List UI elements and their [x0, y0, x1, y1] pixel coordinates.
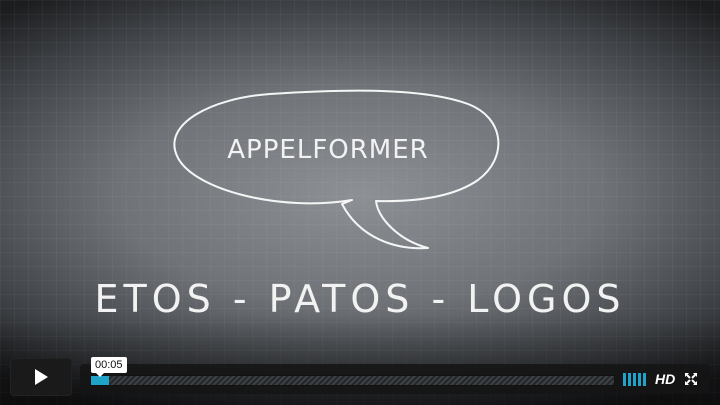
volume-bar	[628, 373, 631, 386]
speech-bubble	[173, 89, 500, 250]
volume-bar	[638, 373, 641, 386]
fullscreen-icon[interactable]	[684, 372, 698, 386]
hd-button[interactable]: HD	[655, 371, 676, 387]
volume-bar	[623, 373, 626, 386]
play-icon	[35, 369, 48, 385]
volume-control[interactable]	[623, 373, 647, 386]
play-button[interactable]	[10, 358, 72, 396]
control-bar: HD	[80, 364, 710, 394]
caption-text: ETOS - PATOS - LOGOS	[95, 277, 626, 321]
progress-played	[91, 376, 110, 385]
progress-bar[interactable]	[90, 375, 615, 386]
time-tooltip: 00:05	[91, 357, 127, 377]
volume-bar	[643, 373, 646, 386]
bubble-text: APPELFORMER	[227, 135, 428, 165]
volume-bar	[633, 373, 636, 386]
